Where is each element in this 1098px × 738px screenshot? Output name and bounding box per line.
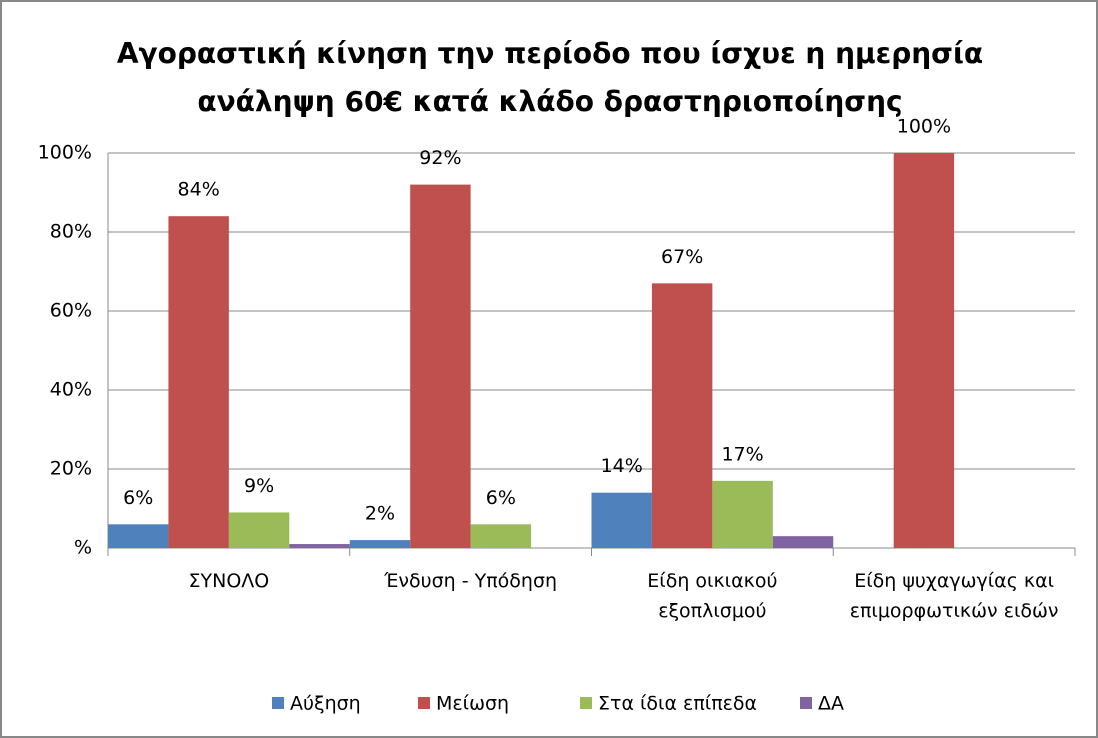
y-tick-label: 20% [50,458,92,480]
bar [349,540,411,548]
y-tick-label: 40% [50,379,92,401]
data-label: 84% [178,179,220,201]
bar [168,216,229,548]
bar [289,544,350,548]
data-label: 6% [123,487,153,509]
x-tick-label: Είδη οικιακού εξοπλισμού [647,570,778,622]
x-tick-label: Ένδυση - Υπόδηση [384,570,558,592]
legend-swatch [418,697,430,709]
bar [651,283,713,548]
legend-swatch [580,697,592,709]
y-tick-label: 60% [50,300,92,322]
data-label: 9% [244,475,274,497]
bar [470,524,532,548]
legend-label: Στα ίδια επίπεδα [598,693,757,715]
data-label: 100% [897,116,951,138]
chart-title: Αγοραστική κίνηση την περίοδο που ίσχυε … [116,37,984,118]
legend-label: ΔΑ [818,693,844,715]
x-tick-label: Είδη ψυχαγωγίας και επιμορφωτικών ειδών [849,570,1059,622]
bar [228,512,290,548]
y-tick-label: 80% [50,221,92,243]
bar [591,492,652,548]
x-tick-label: ΣΥΝΟΛΟ [188,570,270,592]
bar [410,184,471,548]
legend-swatch [272,697,284,709]
bar [893,153,955,548]
bar [772,536,834,548]
legend-label: Μείωση [436,693,509,715]
data-label: 14% [601,455,643,477]
y-tick-label: % [74,537,92,559]
bar [712,480,773,548]
legend-swatch [800,697,812,709]
y-tick-label: 100% [38,142,92,164]
data-label: 6% [486,487,516,509]
data-label: 2% [365,503,395,525]
data-label: 67% [661,246,703,268]
data-label: 17% [721,443,763,465]
bar [108,524,169,548]
data-label: 92% [419,147,461,169]
legend-label: Αύξηση [290,693,361,715]
